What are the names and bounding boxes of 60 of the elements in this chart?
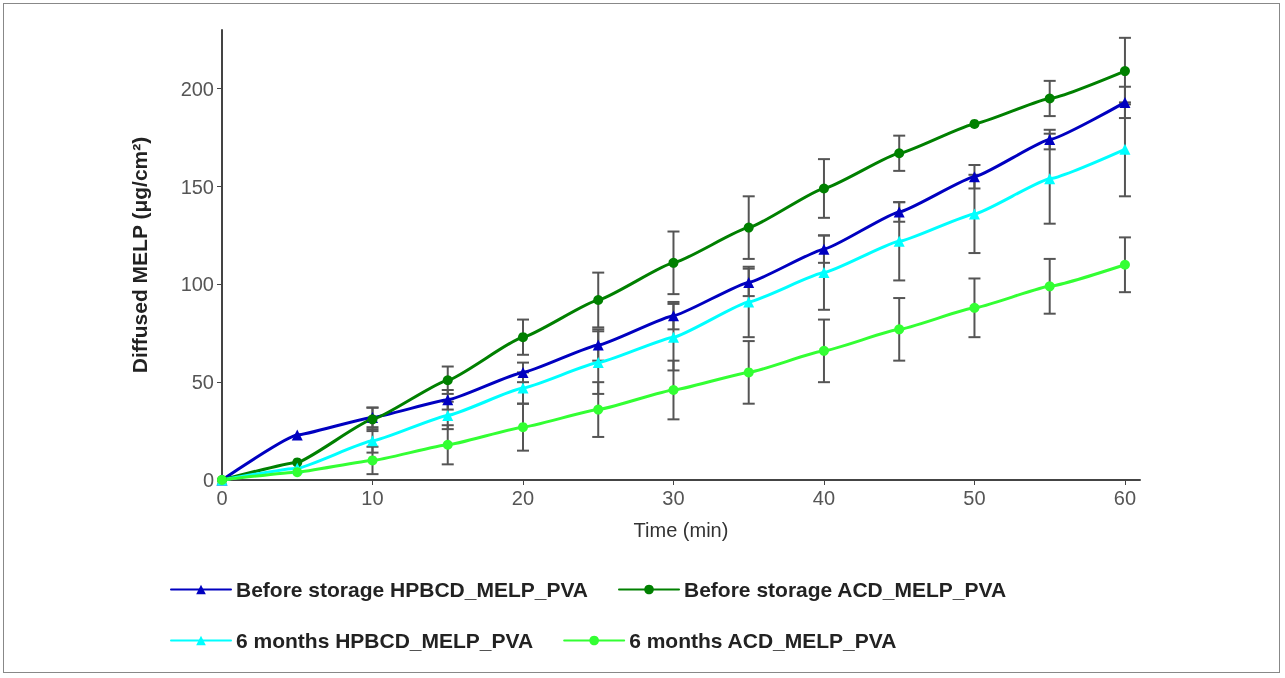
point [818, 267, 830, 279]
y-tick-label: 100 [180, 273, 214, 296]
legend-label: Before storage ACD_MELP_PVA [684, 578, 1007, 601]
legend-label: 6 months HPBCD_MELP_PVA [236, 629, 534, 652]
point [517, 366, 529, 378]
point [366, 435, 378, 447]
point [969, 302, 980, 313]
point [592, 357, 604, 369]
x-tick-label: 20 [511, 487, 535, 509]
point [894, 324, 905, 335]
legend-label: 6 months ACD_MELP_PVA [629, 629, 897, 652]
y-axis-title: Diffused MELP (μg/cm²) [128, 136, 151, 374]
point [818, 345, 829, 356]
point [968, 208, 980, 220]
x-tick-label: 10 [361, 487, 384, 509]
point [743, 367, 754, 378]
point [743, 296, 755, 308]
point [1119, 143, 1131, 155]
point [517, 332, 528, 343]
point [667, 331, 679, 343]
point [442, 375, 453, 386]
point [1119, 96, 1131, 108]
point [743, 222, 754, 233]
point [1044, 93, 1055, 104]
point [893, 235, 905, 247]
point [367, 455, 378, 466]
y-tick-label: 200 [180, 77, 214, 100]
point [517, 382, 529, 394]
y-tick-label: 150 [180, 175, 214, 198]
point [818, 243, 830, 255]
x-tick-label: 30 [662, 487, 685, 509]
point [517, 422, 528, 433]
point [442, 439, 453, 450]
point [1044, 173, 1056, 185]
point [1119, 259, 1130, 270]
y-tick-label: 50 [191, 371, 214, 394]
point [668, 257, 679, 268]
point [893, 206, 905, 218]
point [667, 310, 679, 322]
point [668, 385, 679, 395]
x-axis-title: Time (min) [633, 519, 729, 541]
point [592, 339, 604, 351]
point [1044, 281, 1055, 292]
point [894, 148, 905, 159]
point [1119, 66, 1130, 77]
point [292, 467, 303, 478]
x-tick-label: 50 [963, 487, 986, 509]
point [593, 404, 604, 415]
x-tick-label: 40 [812, 487, 836, 509]
x-tick-label: 60 [1113, 487, 1137, 509]
legend-label: Before storage HPBCD_MELP_PVA [236, 578, 589, 601]
x-tick-label: 0 [216, 487, 228, 509]
point [743, 276, 755, 288]
point [291, 429, 303, 441]
point [442, 409, 454, 421]
point [969, 118, 980, 129]
point [593, 295, 604, 305]
point [968, 171, 980, 183]
y-tick-label: 0 [202, 469, 214, 491]
point [818, 183, 829, 194]
